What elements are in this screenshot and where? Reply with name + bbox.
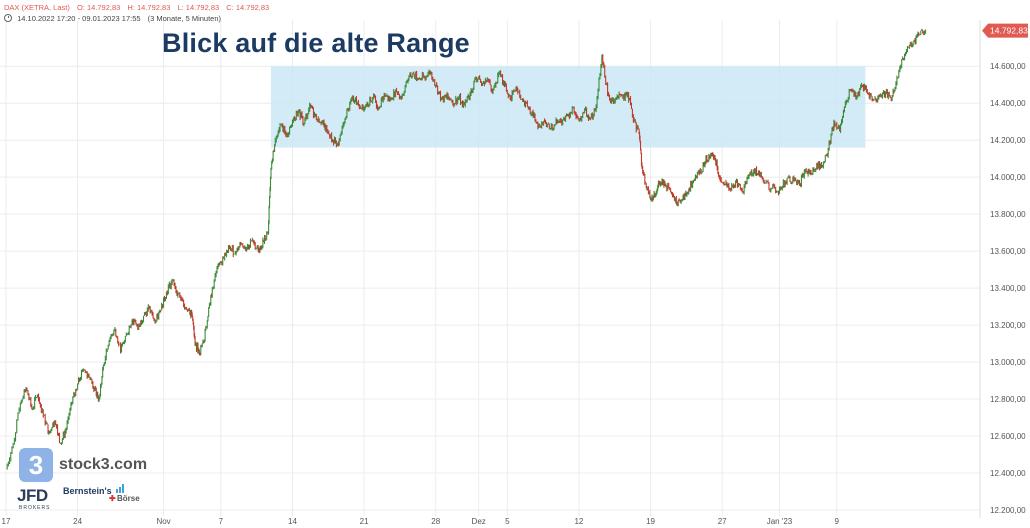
- high-value: H: 14.792,83: [127, 3, 171, 12]
- y-tick-label: 13.200,00: [990, 321, 1026, 330]
- last-price-badge: 14.792,83: [982, 23, 1028, 38]
- open-value: O: 14.792,83: [76, 3, 121, 12]
- stock3-logo-icon: 3: [19, 448, 53, 482]
- boerse-logo-text: Börse: [117, 494, 140, 503]
- x-tick-label: Jan '23: [767, 517, 793, 526]
- cross-icon: ✚: [109, 494, 116, 503]
- y-tick-label: 12.600,00: [990, 432, 1026, 441]
- x-tick-label: Nov: [156, 517, 170, 526]
- y-tick-label: 13.600,00: [990, 247, 1026, 256]
- x-tick-label: Dez: [472, 517, 486, 526]
- x-tick-label: 9: [835, 517, 840, 526]
- x-tick-label: 28: [431, 517, 440, 526]
- y-tick-label: 12.400,00: [990, 469, 1026, 478]
- x-tick-label: 17: [2, 517, 11, 526]
- y-tick-label: 14.000,00: [990, 173, 1026, 182]
- x-tick-label: 19: [646, 517, 655, 526]
- date-range-row: 14.10.2022 17:20 - 09.01.2023 17:55 (3 M…: [4, 14, 226, 23]
- y-tick-label: 13.000,00: [990, 358, 1026, 367]
- last-price-label: 14.792,83: [990, 26, 1028, 36]
- x-tick-label: 14: [288, 517, 297, 526]
- x-tick-label: 27: [718, 517, 727, 526]
- price-series: [6, 28, 927, 470]
- interval-label: (3 Monate, 5 Minuten): [147, 14, 222, 23]
- y-tick-label: 13.800,00: [990, 210, 1026, 219]
- x-axis: 17 24 Nov 7 14 21 28 Dez 5 12 19 27 Jan '23 9: [2, 517, 840, 526]
- range-highlight-box: [270, 66, 866, 148]
- low-value: L: 14.792,83: [177, 3, 220, 12]
- bernstein-logo-text: Bernstein's: [63, 486, 112, 496]
- jfd-logo: JFD: [17, 486, 48, 505]
- symbol-label: DAX (XETRA, Last): [4, 3, 70, 12]
- stock3-logo-text: stock3.com: [59, 456, 148, 473]
- x-tick-label: 21: [360, 517, 369, 526]
- x-tick-label: 12: [574, 517, 583, 526]
- y-axis: 12.200,00 12.400,00 12.600,00 12.800,00 13.0…: [990, 62, 1026, 515]
- ohlc-header: DAX (XETRA, Last) O: 14.792,83 H: 14.792…: [4, 3, 274, 12]
- y-tick-label: 14.400,00: [990, 99, 1026, 108]
- x-tick-label: 24: [73, 517, 82, 526]
- chart-headline: Blick auf die alte Range: [162, 28, 470, 58]
- x-tick-label: 7: [219, 517, 224, 526]
- last-price-badge-shape: [982, 23, 1028, 38]
- date-range: 14.10.2022 17:20 - 09.01.2023 17:55: [17, 14, 141, 23]
- close-value: C: 14.792,83: [226, 3, 270, 12]
- x-tick-label: 5: [505, 517, 510, 526]
- clock-icon: [4, 14, 12, 22]
- y-tick-label: 12.800,00: [990, 395, 1026, 404]
- bernstein-bars-icon: [116, 484, 126, 493]
- y-tick-label: 12.200,00: [990, 506, 1026, 515]
- jfd-logo-sub: BROKERS: [19, 505, 51, 511]
- y-tick-label: 14.600,00: [990, 62, 1026, 71]
- y-tick-label: 14.200,00: [990, 136, 1026, 145]
- y-tick-label: 13.400,00: [990, 284, 1026, 293]
